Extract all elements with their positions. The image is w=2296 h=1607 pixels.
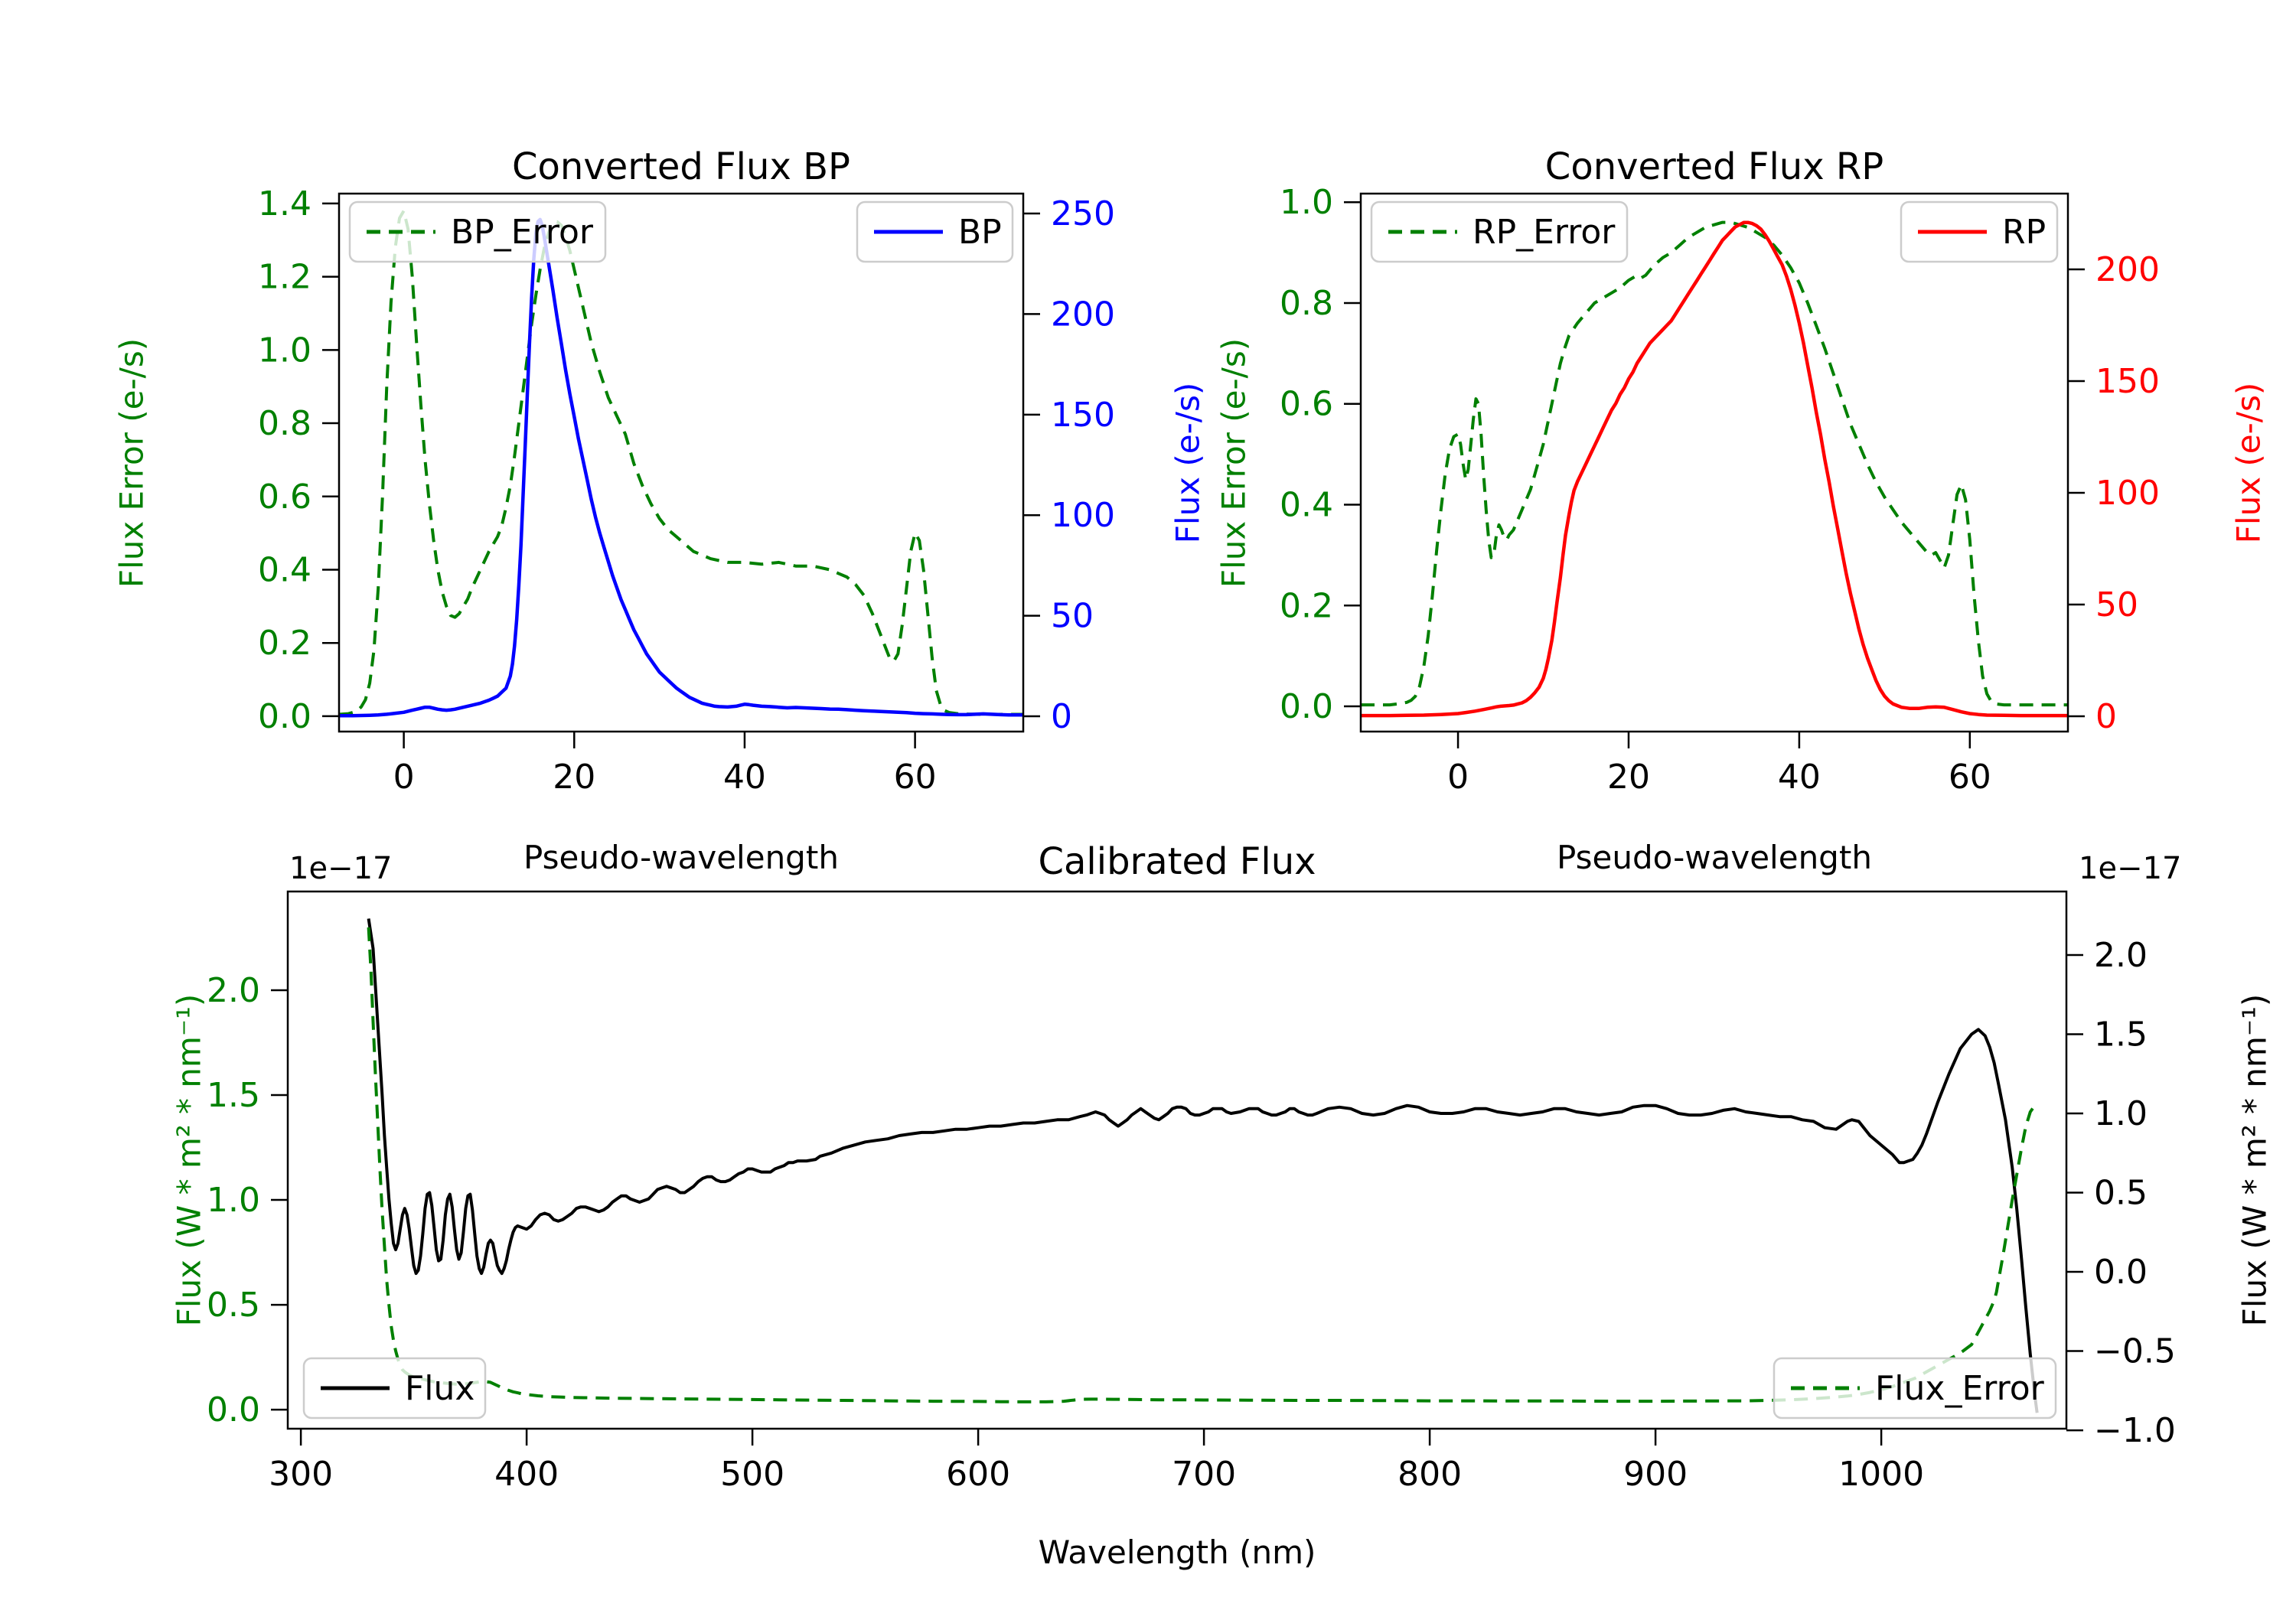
- y-left-tick-label: 0.6: [258, 478, 311, 517]
- calibrated-spines: [286, 890, 2068, 1430]
- series-RP: [1361, 220, 2068, 718]
- y-left-tick-label: 2.0: [207, 971, 260, 1010]
- y-right-tick-label: 0.0: [2094, 1253, 2148, 1292]
- y-right-tick-label: 100: [1051, 496, 1115, 535]
- y-right-tick-label: 0.5: [2094, 1174, 2148, 1213]
- calibrated-plot-area: 300 400 500 600 700 800 900 1000 0.0 0.5 1.0 1.5 2.0…: [207, 890, 2176, 1494]
- y-right-tick-label: 1.5: [2094, 1015, 2148, 1054]
- y-left-tick-label: 1.0: [207, 1181, 260, 1220]
- bp-spines: [338, 192, 1025, 733]
- rp-ylabel-left: Flux Error (e-/s): [1215, 337, 1253, 588]
- y-right-tick-label: 150: [2095, 362, 2160, 401]
- calibrated-ylabel-right: Flux (W * m² * nm⁻¹): [2236, 993, 2274, 1327]
- x-tick-label: 400: [494, 1455, 559, 1494]
- x-tick-label: 900: [1623, 1455, 1688, 1494]
- y-left-tick-label: 0.5: [207, 1286, 260, 1325]
- offset-text-left: 1e−17: [289, 851, 393, 886]
- y-left-tick-label: 0.4: [1280, 486, 1333, 525]
- series-Flux_Error: [367, 927, 2037, 1403]
- y-right-tick-label: 0: [1051, 697, 1072, 736]
- y-right-tick-label: 200: [2095, 250, 2160, 289]
- offset-text-right: 1e−17: [2079, 851, 2182, 886]
- legend-box-Flux_Error: [1773, 1357, 2057, 1420]
- x-tick-label: 60: [1949, 758, 1991, 797]
- series-BP: [339, 217, 1023, 718]
- y-left-tick-label: 0.2: [1280, 586, 1333, 625]
- y-right-tick-label: 0: [2095, 697, 2117, 736]
- legend-label: Flux_Error: [1875, 1369, 2045, 1408]
- y-left-tick-label: 0.0: [258, 697, 311, 736]
- x-tick-label: 40: [723, 758, 766, 797]
- legend-box-RP_Error: [1370, 200, 1629, 263]
- legend-label: BP_Error: [451, 213, 594, 252]
- y-right-tick-label: 2.0: [2094, 936, 2148, 975]
- bp-plot-area: 0 20 40 60 0.0 0.2 0.4 0.6 0.8 1.0 1.2 1.4 0 50 100 150…: [258, 184, 1115, 797]
- y-right-tick-label: 1.0: [2094, 1094, 2148, 1133]
- x-tick-label: 700: [1172, 1455, 1236, 1494]
- y-right-tick-label: 50: [2095, 585, 2138, 624]
- x-tick-label: 1000: [1838, 1455, 1924, 1494]
- y-left-tick-label: 0.2: [258, 624, 311, 663]
- x-tick-label: 300: [269, 1455, 333, 1494]
- x-tick-label: 500: [720, 1455, 784, 1494]
- y-right-tick-label: 50: [1051, 597, 1094, 636]
- calibrated-ylabel-left: Flux (W * m² * nm⁻¹): [170, 993, 208, 1327]
- x-tick-label: 60: [894, 758, 937, 797]
- y-left-tick-label: 0.6: [1280, 385, 1333, 424]
- x-tick-label: 600: [946, 1455, 1010, 1494]
- x-tick-label: 800: [1397, 1455, 1462, 1494]
- y-left-tick-label: 1.5: [207, 1076, 260, 1115]
- series-BP_Error: [338, 209, 1023, 716]
- y-right-tick-label: 200: [1051, 295, 1115, 334]
- bp-xlabel: Pseudo-wavelength: [523, 839, 839, 876]
- y-left-tick-label: 0.0: [207, 1390, 260, 1429]
- x-tick-label: 0: [1447, 758, 1469, 797]
- y-right-tick-label: 150: [1051, 396, 1115, 435]
- rp-spines: [1359, 192, 2069, 733]
- y-left-tick-label: 1.0: [1280, 183, 1333, 222]
- y-left-tick-label: 1.4: [258, 184, 311, 223]
- x-tick-label: 0: [393, 758, 415, 797]
- calibrated-title: Calibrated Flux: [1038, 840, 1316, 883]
- rp-ylabel-right: Flux (e-/s): [2229, 382, 2268, 544]
- series-Flux: [367, 918, 2039, 1413]
- y-left-tick-label: 0.8: [1280, 284, 1333, 323]
- legend-label: BP: [958, 213, 1002, 252]
- calibrated-xlabel: Wavelength (nm): [1038, 1534, 1316, 1571]
- rp-xlabel: Pseudo-wavelength: [1557, 839, 1872, 876]
- legend-box-Flux: [302, 1357, 487, 1420]
- legend-label: RP: [2002, 213, 2046, 252]
- legend-label: RP_Error: [1473, 213, 1616, 252]
- bp-ylabel-left: Flux Error (e-/s): [113, 337, 151, 588]
- y-right-tick-label: 250: [1051, 194, 1115, 233]
- series-RP_Error: [1361, 220, 2068, 707]
- y-left-tick-label: 0.0: [1280, 687, 1333, 726]
- y-right-tick-label: −0.5: [2094, 1332, 2176, 1371]
- y-left-tick-label: 1.0: [258, 331, 311, 370]
- y-left-tick-label: 0.8: [258, 404, 311, 443]
- bp-ylabel-right: Flux (e-/s): [1169, 382, 1207, 544]
- rp-plot-area: 0 20 40 60 0.0 0.2 0.4 0.6 0.8 1.0 0 50 100 150 200 RP_…: [1280, 183, 2160, 797]
- x-tick-label: 20: [1607, 758, 1650, 797]
- bp-title: Converted Flux BP: [512, 145, 850, 188]
- y-left-tick-label: 1.2: [258, 258, 311, 297]
- legend-label: Flux: [405, 1369, 475, 1408]
- y-right-tick-label: −1.0: [2094, 1411, 2176, 1450]
- x-tick-label: 40: [1778, 758, 1821, 797]
- y-right-tick-label: 100: [2095, 474, 2160, 513]
- rp-title: Converted Flux RP: [1544, 145, 1884, 188]
- legend-box-BP_Error: [348, 200, 607, 263]
- x-tick-label: 20: [553, 758, 595, 797]
- y-left-tick-label: 0.4: [258, 550, 311, 589]
